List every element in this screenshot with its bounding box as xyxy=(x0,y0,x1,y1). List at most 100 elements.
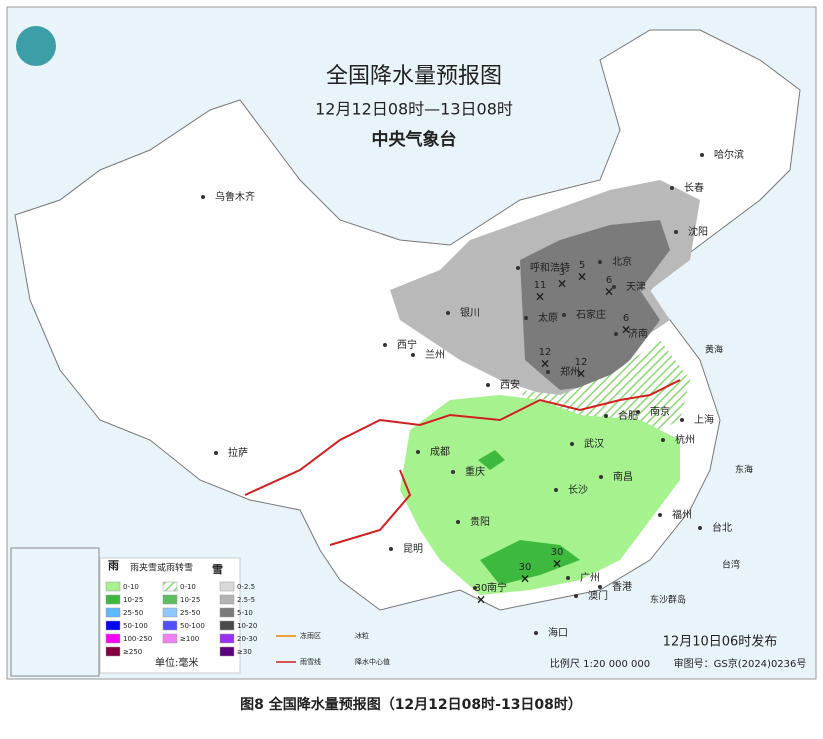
center-mark: × xyxy=(535,290,545,304)
city-dot xyxy=(670,186,674,190)
legend-item: 50-100 xyxy=(123,622,148,630)
review-number: 审图号：GS京(2024)0236号 xyxy=(674,657,807,670)
legend-swatch xyxy=(105,581,121,592)
legend-swatch xyxy=(219,581,235,592)
city-label: 郑州 xyxy=(560,365,580,378)
legend-item: 0-2.5 xyxy=(237,583,255,591)
city-dot xyxy=(473,586,477,590)
scale: 比例尺 1:20 000 000 xyxy=(550,657,650,670)
city-dot xyxy=(534,631,538,635)
center-mark: × xyxy=(621,323,631,337)
legend-swatch xyxy=(105,646,121,657)
city-label: 乌鲁木齐 xyxy=(215,190,255,203)
city-label: 武汉 xyxy=(584,437,604,450)
legend-item: 2.5-5 xyxy=(237,596,255,604)
legend-item: 0-10 xyxy=(123,583,139,591)
legend-item: 20-30 xyxy=(237,635,257,643)
city-dot xyxy=(680,418,684,422)
legend-item: ≥30 xyxy=(237,648,252,656)
legend-unit: 单位:毫米 xyxy=(155,656,198,669)
city-label: 太原 xyxy=(538,311,558,324)
center-mark: × xyxy=(576,367,586,381)
rain-snow-line xyxy=(244,379,681,546)
city-label: 台北 xyxy=(712,521,732,534)
precip-center-value: 30 xyxy=(475,583,488,594)
city-label: 沈阳 xyxy=(688,225,708,238)
city-label: 海口 xyxy=(548,626,568,639)
city-dot xyxy=(486,383,490,387)
logo xyxy=(16,26,56,66)
rain-moderate xyxy=(480,540,580,585)
city-label: 北京 xyxy=(612,255,632,268)
city-dot xyxy=(598,260,602,264)
legend-item: 50-100 xyxy=(180,622,205,630)
legend-line-label: 雨雪线 xyxy=(300,657,321,666)
city-dot xyxy=(614,332,618,336)
city-dot xyxy=(546,370,550,374)
center-mark: × xyxy=(552,557,562,571)
legend-swatch xyxy=(105,633,121,644)
legend-swatch xyxy=(162,633,178,644)
legend-swatch xyxy=(162,581,178,592)
city-label: 西安 xyxy=(500,378,520,391)
city-dot xyxy=(562,313,566,317)
sea-label: 东海 xyxy=(735,464,753,476)
city-label: 西宁 xyxy=(397,338,417,351)
rain-moderate xyxy=(478,450,505,470)
legend-item: 25-50 xyxy=(180,609,200,617)
city-dot xyxy=(383,343,387,347)
legend-line-label: 冰粒 xyxy=(355,631,369,640)
center-mark: × xyxy=(577,270,587,284)
city-dot xyxy=(599,475,603,479)
city-label: 杭州 xyxy=(675,433,695,446)
legend-item: 25-50 xyxy=(123,609,143,617)
legend-item: 100-250 xyxy=(123,635,152,643)
legend-item: ≥100 xyxy=(180,635,199,643)
city-label: 南京 xyxy=(650,405,670,418)
legend-swatch xyxy=(162,594,178,605)
city-label: 银川 xyxy=(460,306,480,319)
legend-mixed-title: 雨夹雪或雨转雪 xyxy=(130,562,193,574)
city-dot xyxy=(456,520,460,524)
city-label: 南昌 xyxy=(613,470,633,483)
legend-line-label: 冻雨区 xyxy=(300,631,321,640)
city-label: 香港 xyxy=(612,581,632,593)
city-label: 合肥 xyxy=(618,409,638,422)
precip-center-value: 6 xyxy=(606,275,612,286)
city-dot xyxy=(612,285,616,289)
rain-light xyxy=(400,395,680,595)
city-dot xyxy=(661,438,665,442)
city-label: 长沙 xyxy=(568,484,588,496)
city-dot xyxy=(604,414,608,418)
city-dot xyxy=(598,585,602,589)
city-label: 拉萨 xyxy=(228,446,248,459)
city-label: 上海 xyxy=(694,413,714,426)
city-dot xyxy=(554,488,558,492)
city-dot xyxy=(636,410,640,414)
legend-swatch xyxy=(219,594,235,605)
legend-item: 10-20 xyxy=(237,622,257,630)
center-mark: × xyxy=(476,593,486,607)
precip-center-value: 12 xyxy=(539,347,552,358)
map-title: 全国降水量预报图 xyxy=(326,64,502,89)
legend-swatch xyxy=(219,620,235,631)
legend-swatch xyxy=(219,633,235,644)
sea-label: 黄海 xyxy=(705,344,723,356)
legend-line-label: 降水中心值 xyxy=(355,657,390,666)
legend-swatch xyxy=(105,607,121,618)
sea-label: 台湾 xyxy=(722,559,740,571)
city-label: 广州 xyxy=(580,572,600,584)
city-label: 哈尔滨 xyxy=(714,148,744,161)
city-dot xyxy=(214,451,218,455)
city-label: 呼和浩特 xyxy=(530,262,570,274)
city-label: 石家庄 xyxy=(576,308,606,321)
legend-swatch xyxy=(105,594,121,605)
snow-moderate xyxy=(520,220,670,390)
city-dot xyxy=(446,311,450,315)
issuer: 中央气象台 xyxy=(372,129,457,150)
precip-center-value: 11 xyxy=(534,280,547,291)
city-label: 长春 xyxy=(684,182,704,194)
city-label: 天津 xyxy=(626,281,646,293)
